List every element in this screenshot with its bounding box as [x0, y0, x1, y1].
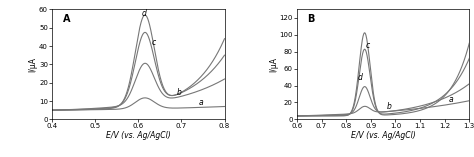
Text: b: b [386, 102, 392, 111]
Text: a: a [448, 95, 453, 104]
Y-axis label: I/μA: I/μA [28, 57, 37, 72]
X-axis label: E/V (vs. Ag/AgCl): E/V (vs. Ag/AgCl) [351, 131, 415, 140]
Text: A: A [63, 14, 70, 24]
Text: d: d [142, 9, 146, 18]
Y-axis label: I/μA: I/μA [269, 57, 278, 72]
Text: c: c [366, 41, 370, 50]
Text: a: a [199, 97, 203, 107]
Text: c: c [152, 38, 156, 47]
Text: B: B [307, 14, 315, 24]
X-axis label: E/V (vs. Ag/AgCl): E/V (vs. Ag/AgCl) [106, 131, 171, 140]
Text: b: b [176, 88, 181, 97]
Text: d: d [357, 73, 362, 82]
